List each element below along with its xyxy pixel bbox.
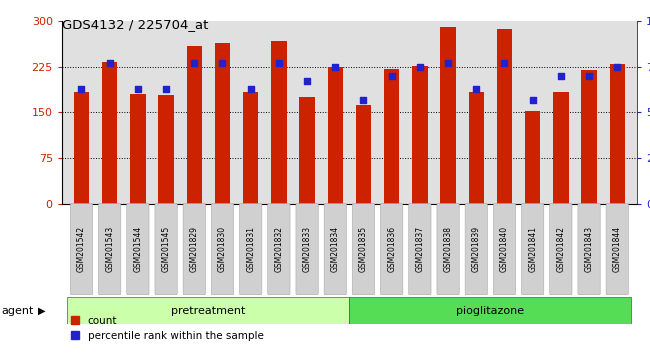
Text: GSM201839: GSM201839 xyxy=(472,225,481,272)
Bar xyxy=(73,92,89,204)
Bar xyxy=(412,66,428,204)
Bar xyxy=(102,62,118,204)
Point xyxy=(330,64,341,70)
Bar xyxy=(581,70,597,204)
Bar xyxy=(214,42,230,204)
Text: GSM201544: GSM201544 xyxy=(133,225,142,272)
Text: GSM201832: GSM201832 xyxy=(274,226,283,272)
FancyBboxPatch shape xyxy=(352,204,374,295)
Bar xyxy=(497,29,512,204)
Text: GSM201844: GSM201844 xyxy=(613,225,622,272)
Text: GSM201831: GSM201831 xyxy=(246,226,255,272)
Text: GSM201543: GSM201543 xyxy=(105,225,114,272)
FancyBboxPatch shape xyxy=(268,204,290,295)
Bar xyxy=(440,27,456,204)
Bar xyxy=(159,95,174,204)
Point xyxy=(471,86,482,92)
Bar xyxy=(525,110,540,204)
Text: GSM201833: GSM201833 xyxy=(303,225,311,272)
Bar xyxy=(68,297,350,324)
Bar xyxy=(243,92,259,204)
FancyBboxPatch shape xyxy=(550,204,572,295)
FancyBboxPatch shape xyxy=(493,204,515,295)
Point xyxy=(612,64,623,70)
Point xyxy=(246,86,256,92)
Text: GSM201840: GSM201840 xyxy=(500,225,509,272)
Bar xyxy=(328,67,343,204)
Text: agent: agent xyxy=(1,306,34,316)
Text: GSM201830: GSM201830 xyxy=(218,225,227,272)
Point xyxy=(133,86,143,92)
FancyBboxPatch shape xyxy=(183,204,205,295)
FancyBboxPatch shape xyxy=(296,204,318,295)
Bar xyxy=(384,69,400,204)
Point xyxy=(161,86,172,92)
FancyBboxPatch shape xyxy=(606,204,629,295)
Text: GSM201835: GSM201835 xyxy=(359,225,368,272)
Text: GSM201836: GSM201836 xyxy=(387,225,396,272)
Point xyxy=(76,86,86,92)
Text: ▶: ▶ xyxy=(38,306,46,316)
Bar xyxy=(271,41,287,204)
Point xyxy=(105,60,115,66)
Text: GSM201841: GSM201841 xyxy=(528,226,537,272)
Text: pretreatment: pretreatment xyxy=(171,306,246,316)
FancyBboxPatch shape xyxy=(380,204,403,295)
FancyBboxPatch shape xyxy=(211,204,233,295)
Text: GSM201834: GSM201834 xyxy=(331,225,340,272)
Point xyxy=(302,79,312,84)
Text: GSM201837: GSM201837 xyxy=(415,225,424,272)
Bar xyxy=(356,105,371,204)
Bar xyxy=(299,97,315,204)
Text: GSM201542: GSM201542 xyxy=(77,225,86,272)
FancyBboxPatch shape xyxy=(240,204,262,295)
FancyBboxPatch shape xyxy=(99,204,121,295)
Point xyxy=(217,60,228,66)
Point xyxy=(415,64,425,70)
FancyBboxPatch shape xyxy=(465,204,488,295)
Legend: count, percentile rank within the sample: count, percentile rank within the sample xyxy=(67,312,268,345)
Bar xyxy=(610,64,625,204)
Point xyxy=(527,97,538,102)
Text: GSM201842: GSM201842 xyxy=(556,226,566,272)
Text: GSM201843: GSM201843 xyxy=(584,225,593,272)
FancyBboxPatch shape xyxy=(521,204,544,295)
Point xyxy=(358,97,369,102)
FancyBboxPatch shape xyxy=(324,204,346,295)
FancyBboxPatch shape xyxy=(127,204,149,295)
FancyBboxPatch shape xyxy=(409,204,431,295)
FancyBboxPatch shape xyxy=(578,204,600,295)
Point xyxy=(387,73,397,79)
Bar xyxy=(553,92,569,204)
FancyBboxPatch shape xyxy=(70,204,93,295)
Point xyxy=(443,60,453,66)
Text: GSM201829: GSM201829 xyxy=(190,226,199,272)
Point xyxy=(274,60,284,66)
Bar xyxy=(350,297,631,324)
Point xyxy=(499,60,510,66)
Bar xyxy=(187,46,202,204)
FancyBboxPatch shape xyxy=(155,204,177,295)
Text: GSM201838: GSM201838 xyxy=(443,226,452,272)
Text: GDS4132 / 225704_at: GDS4132 / 225704_at xyxy=(62,18,208,31)
FancyBboxPatch shape xyxy=(437,204,459,295)
Text: GSM201545: GSM201545 xyxy=(162,225,170,272)
Text: pioglitazone: pioglitazone xyxy=(456,306,525,316)
Point xyxy=(556,73,566,79)
Bar xyxy=(130,94,146,204)
Bar xyxy=(469,92,484,204)
Point xyxy=(584,73,594,79)
Point xyxy=(189,60,200,66)
